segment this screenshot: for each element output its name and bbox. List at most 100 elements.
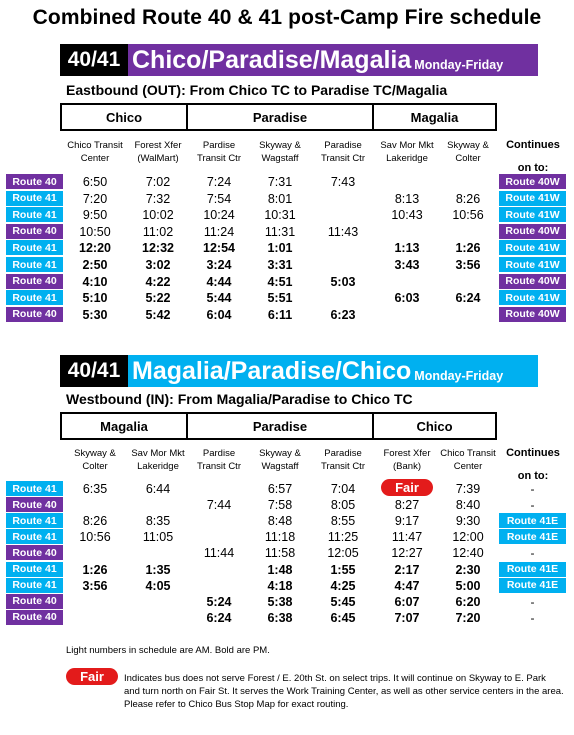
no-continuation: -	[530, 482, 535, 496]
route-name: Chico/Paradise/Magalia Monday-Friday	[128, 44, 538, 76]
time-cell: 11:25	[327, 530, 359, 545]
stop-header: Sav Mor Mkt Lakeridge	[123, 447, 193, 473]
time-cell: 1:48	[267, 562, 293, 577]
continues-label: Continues	[506, 139, 560, 151]
route-badge: Route 40	[6, 174, 63, 189]
route-name: Magalia/Paradise/Chico Monday-Friday	[128, 355, 538, 387]
stop-header-line: Forest Xfer	[134, 140, 182, 151]
stop-header-line: Sav Mor Mkt	[380, 140, 434, 151]
time-cell: 6:11	[267, 307, 293, 322]
time-cell: 8:40	[455, 498, 481, 513]
continuation-badge: Route 41W	[499, 207, 566, 223]
time-cell: 6:24	[455, 291, 481, 306]
time-cell: 1:35	[145, 562, 171, 577]
route-badge: Route 41	[6, 190, 63, 206]
route-badge: Route 40	[6, 497, 63, 513]
time-cell: 4:51	[267, 274, 293, 289]
continuation-badge: Route 40W	[499, 174, 566, 189]
zone-chico: Chico	[62, 105, 188, 129]
time-cell: 9:50	[82, 208, 108, 223]
stop-header-line: Forest Xfer	[383, 448, 431, 459]
time-cell: 7:02	[145, 175, 171, 189]
time-cell: 10:43	[391, 208, 423, 223]
stop-header: Pardise Transit Ctr	[184, 447, 254, 473]
time-cell: 7:20	[455, 610, 481, 625]
time-cell: 5:10	[82, 291, 108, 306]
time-cell: 6:23	[330, 307, 356, 322]
time-cell: 11:05	[142, 530, 174, 545]
time-cell: 11:47	[391, 530, 423, 545]
time-cell: 10:50	[79, 224, 111, 239]
stop-header-line: Lakeridge	[137, 461, 179, 472]
stop-header-line: Transit Ctr	[197, 461, 241, 472]
time-cell: 6:20	[455, 594, 481, 609]
route-number: 40/41	[60, 355, 128, 387]
stop-header: Chico Transit Center	[60, 139, 130, 165]
page-title: Combined Route 40 & 41 post-Camp Fire sc…	[32, 6, 542, 29]
time-cell: 12:20	[79, 241, 111, 256]
stop-header-line: Skyway &	[259, 448, 301, 459]
route-name-text: Magalia/Paradise/Chico	[132, 356, 412, 385]
time-cell: 1:01	[267, 241, 293, 256]
eastbound-zones: Chico Paradise Magalia	[60, 103, 497, 131]
table-row: Route 41 6:35 6:44 6:57 7:04 Fair 7:39 -	[0, 479, 574, 497]
time-cell: 11:31	[264, 224, 296, 239]
route-badge: Route 40	[6, 223, 63, 239]
time-cell: 7:31	[267, 175, 293, 189]
time-cell: 5:45	[330, 594, 356, 609]
route-badge: Route 41	[6, 290, 63, 306]
continuation-badge: Route 40W	[499, 306, 566, 322]
time-cell: 5:03	[330, 274, 356, 289]
continuation-badge: Route 40W	[499, 273, 566, 289]
time-cell: 5:00	[455, 578, 481, 593]
stop-header: Skyway & Wagstaff	[245, 447, 315, 473]
table-row: Route 41 1:26 1:35 1:48 1:55 2:17 2:30 Route 41…	[0, 561, 574, 578]
time-cell: 5:22	[145, 291, 171, 306]
time-cell: 11:43	[327, 224, 359, 239]
time-cell: 7:39	[455, 482, 481, 496]
service-days: Monday-Friday	[414, 368, 504, 383]
stop-header-line: Center	[453, 461, 483, 472]
table-row: Route 40 10:50 11:02 11:24 11:31 11:43 Route 4…	[0, 223, 574, 240]
time-cell: 2:30	[455, 562, 481, 577]
stop-header: Forest Xfer (Bank)	[372, 447, 442, 473]
table-row: Route 40 11:44 11:58 12:05 12:27 12:40 -	[0, 545, 574, 561]
time-cell: 7:54	[206, 191, 232, 206]
stop-header-line: Skyway &	[447, 140, 489, 151]
time-cell: 4:44	[206, 274, 232, 289]
time-cell: 6:24	[206, 610, 232, 625]
time-cell: 6:04	[206, 307, 232, 322]
time-cell: 5:51	[267, 291, 293, 306]
table-row: Route 41 2:50 3:02 3:24 3:31 3:43 3:56 Route 41…	[0, 257, 574, 273]
time-cell: 7:32	[145, 191, 171, 206]
on-to-label: on to:	[517, 470, 549, 482]
route-badge: Route 40	[6, 593, 63, 609]
time-cell: 2:17	[394, 562, 420, 577]
time-cell: 11:44	[203, 546, 235, 561]
route-badge: Route 40	[6, 609, 63, 625]
route-name-text: Chico/Paradise/Magalia	[132, 45, 412, 74]
stop-header-line: Sav Mor Mkt	[131, 448, 185, 459]
stop-header-line: Wagstaff	[261, 153, 299, 164]
time-cell: 10:56	[79, 530, 111, 545]
time-cell: 3:56	[82, 578, 108, 593]
table-row: Route 40 6:24 6:38 6:45 7:07 7:20 -	[0, 609, 574, 626]
zone-paradise: Paradise	[188, 105, 374, 129]
continuation-badge: Route 41E	[499, 513, 566, 529]
time-cell: 7:44	[206, 498, 232, 513]
continues-header: Continues on to:	[500, 446, 566, 483]
time-cell: 8:27	[394, 498, 420, 513]
stop-header-line: Colter	[455, 153, 481, 164]
table-row: Route 41 3:56 4:05 4:18 4:25 4:47 5:00 Route 41…	[0, 577, 574, 594]
stop-header-line: Colter	[82, 461, 108, 472]
time-cell: 8:01	[267, 191, 293, 206]
time-cell: 8:13	[394, 191, 420, 206]
time-cell: 8:26	[455, 191, 481, 206]
westbound-zones: Magalia Paradise Chico	[60, 412, 497, 440]
route-badge: Route 40	[6, 545, 63, 561]
continuation-badge: Route 41W	[499, 190, 566, 206]
route-badge: Route 41	[6, 257, 63, 272]
time-cell: 12:40	[452, 546, 484, 561]
time-cell: 8:55	[330, 514, 356, 529]
stop-header-line: Skyway &	[259, 140, 301, 151]
